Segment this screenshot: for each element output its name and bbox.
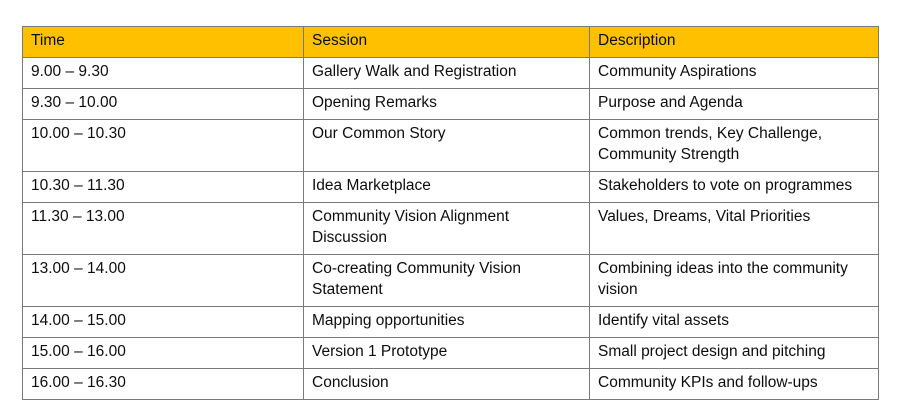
cell-session: Conclusion: [303, 367, 590, 400]
cell-description: Values, Dreams, Vital Priorities: [589, 201, 879, 255]
cell-session: Version 1 Prototype: [303, 336, 590, 369]
cell-time: 9.30 – 10.00: [22, 88, 304, 120]
cell-description: Small project design and pitching: [589, 336, 879, 369]
cell-session-text: Mapping opportunities: [312, 311, 465, 329]
cell-session-text: Idea Marketplace: [312, 176, 431, 194]
agenda-table-container: Time Session Description 9.00 – 9.30 Gal…: [22, 26, 879, 400]
cell-session: Co-creating Community Vision Statement: [303, 253, 590, 307]
cell-time-text: 9.00 – 9.30: [31, 63, 109, 80]
table-row: 10.00 – 10.30 Our Common Story Common tr…: [22, 119, 879, 172]
column-header-session-label: Session: [312, 32, 368, 49]
cell-description-text: Combining ideas into the community visio…: [598, 259, 848, 298]
cell-time: 14.00 – 15.00: [22, 305, 304, 338]
table-row: 10.30 – 11.30 Idea Marketplace Stakehold…: [22, 170, 879, 203]
cell-description-text: Common trends, Key Challenge, Community …: [598, 125, 823, 163]
cell-time-text: 15.00 – 16.00: [31, 342, 126, 360]
table-row: 15.00 – 16.00 Version 1 Prototype Small …: [22, 336, 879, 369]
table-header: Time Session Description: [22, 26, 879, 58]
cell-description-text: Purpose and Agenda: [598, 94, 743, 111]
cell-time-text: 9.30 – 10.00: [31, 94, 118, 111]
cell-session: Community Vision Alignment Discussion: [303, 201, 590, 255]
cell-description-text: Small project design and pitching: [598, 342, 826, 360]
cell-time-text: 16.00 – 16.30: [31, 373, 126, 391]
cell-time-text: 13.00 – 14.00: [31, 259, 126, 277]
cell-session-text: Gallery Walk and Registration: [312, 63, 517, 80]
cell-time: 15.00 – 16.00: [22, 336, 304, 369]
table-body: 9.00 – 9.30 Gallery Walk and Registratio…: [22, 57, 879, 400]
cell-time: 9.00 – 9.30: [22, 57, 304, 89]
cell-description: Community Aspirations: [589, 57, 879, 89]
table-row: 13.00 – 14.00 Co-creating Community Visi…: [22, 253, 879, 307]
cell-description: Community KPIs and follow-ups: [589, 367, 879, 400]
cell-session-text: Conclusion: [312, 373, 389, 391]
cell-session: Gallery Walk and Registration: [303, 57, 590, 89]
cell-time: 10.30 – 11.30: [22, 170, 304, 203]
column-header-description: Description: [589, 26, 879, 58]
cell-time-text: 10.30 – 11.30: [31, 176, 125, 194]
column-header-time-label: Time: [31, 32, 65, 49]
cell-session-text: Co-creating Community Vision Statement: [312, 259, 522, 298]
cell-time-text: 10.00 – 10.30: [31, 125, 126, 142]
table-row: 9.00 – 9.30 Gallery Walk and Registratio…: [22, 57, 879, 89]
cell-description: Identify vital assets: [589, 305, 879, 338]
cell-description: Purpose and Agenda: [589, 88, 879, 120]
cell-description: Stakeholders to vote on programmes: [589, 170, 879, 203]
column-header-description-label: Description: [598, 32, 676, 49]
cell-description: Combining ideas into the community visio…: [589, 253, 879, 307]
cell-description: Common trends, Key Challenge, Community …: [589, 119, 879, 172]
cell-description-text: Identify vital assets: [598, 311, 729, 329]
cell-session: Opening Remarks: [303, 88, 590, 120]
cell-description-text: Community KPIs and follow-ups: [598, 373, 818, 391]
table-row: 11.30 – 13.00 Community Vision Alignment…: [22, 201, 879, 255]
table-row: 16.00 – 16.30 Conclusion Community KPIs …: [22, 367, 879, 400]
cell-session: Our Common Story: [303, 119, 590, 172]
cell-session-text: Opening Remarks: [312, 94, 437, 111]
cell-time: 16.00 – 16.30: [22, 367, 304, 400]
cell-session-text: Community Vision Alignment Discussion: [312, 207, 509, 246]
cell-time-text: 11.30 – 13.00: [31, 207, 125, 225]
column-header-session: Session: [303, 26, 590, 58]
cell-time: 11.30 – 13.00: [22, 201, 304, 255]
cell-session: Idea Marketplace: [303, 170, 590, 203]
cell-description-text: Values, Dreams, Vital Priorities: [598, 207, 811, 225]
column-header-time: Time: [22, 26, 304, 58]
agenda-table: Time Session Description 9.00 – 9.30 Gal…: [22, 26, 879, 400]
cell-session-text: Our Common Story: [312, 125, 446, 142]
table-header-row: Time Session Description: [22, 26, 879, 58]
cell-description-text: Stakeholders to vote on programmes: [598, 176, 853, 194]
cell-time: 10.00 – 10.30: [22, 119, 304, 172]
cell-time: 13.00 – 14.00: [22, 253, 304, 307]
table-row: 9.30 – 10.00 Opening Remarks Purpose and…: [22, 88, 879, 120]
cell-session-text: Version 1 Prototype: [312, 342, 448, 360]
cell-time-text: 14.00 – 15.00: [31, 311, 126, 329]
cell-description-text: Community Aspirations: [598, 63, 757, 80]
cell-session: Mapping opportunities: [303, 305, 590, 338]
table-row: 14.00 – 15.00 Mapping opportunities Iden…: [22, 305, 879, 338]
